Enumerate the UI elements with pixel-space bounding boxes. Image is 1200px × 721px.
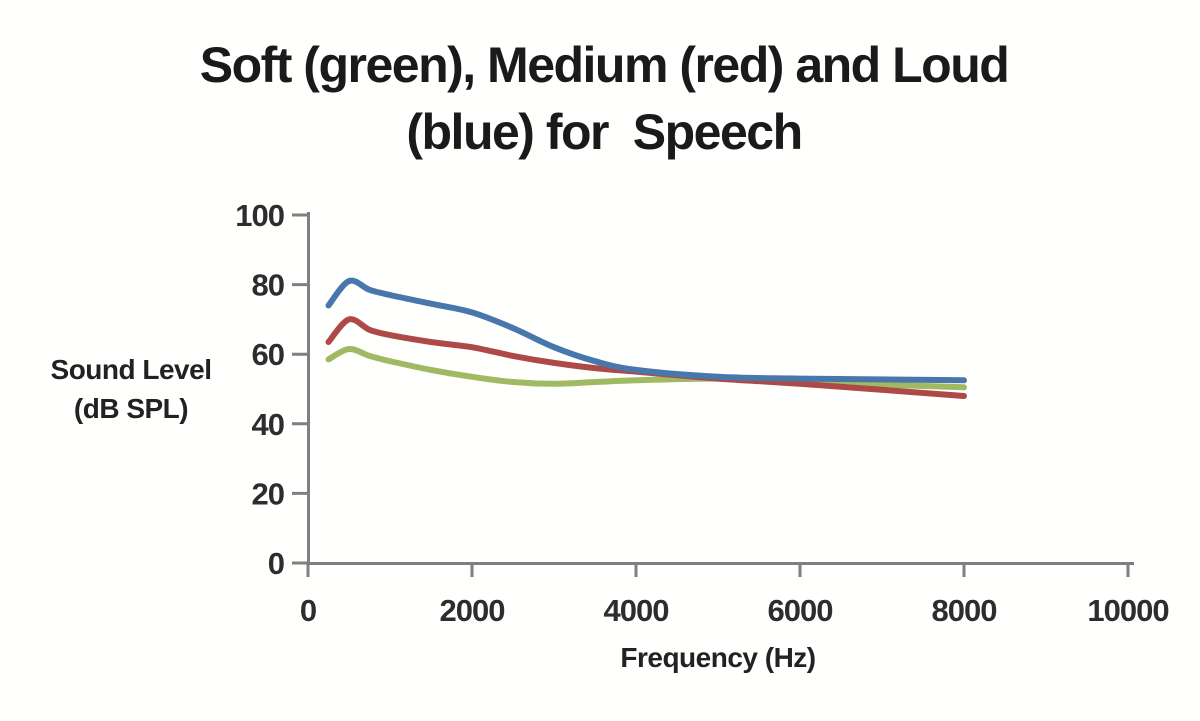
x-tick-label: 10000 [1087, 593, 1168, 628]
x-axis-title: Frequency (Hz) [620, 642, 816, 673]
x-tick-label: 8000 [932, 593, 997, 628]
y-tick-label: 100 [235, 198, 284, 233]
y-tick-label: 0 [268, 546, 284, 581]
series-line-loud [325, 277, 967, 384]
chart-title-line-1: Soft (green), Medium (red) and Loud [199, 37, 1010, 93]
x-tick-label: 6000 [768, 593, 833, 628]
x-tick-label: 4000 [604, 593, 669, 628]
y-axis-title: Sound Level (dB SPL) [0, 350, 262, 428]
x-tick-label: 2000 [440, 593, 505, 628]
y-tick-label: 40 [252, 407, 284, 442]
x-tick-label: 0 [300, 593, 316, 628]
y-tick-label: 20 [252, 476, 284, 511]
chart-title-line-2: (blue) for Speech [406, 104, 803, 160]
y-axis-title-line-1: Sound Level [50, 354, 212, 385]
y-axis-title-line-2: (dB SPL) [73, 393, 189, 424]
chart-title: Soft (green), Medium (red) and Loud (blu… [0, 32, 1200, 166]
y-tick-label: 80 [252, 268, 284, 303]
y-tick-label: 60 [252, 337, 284, 372]
